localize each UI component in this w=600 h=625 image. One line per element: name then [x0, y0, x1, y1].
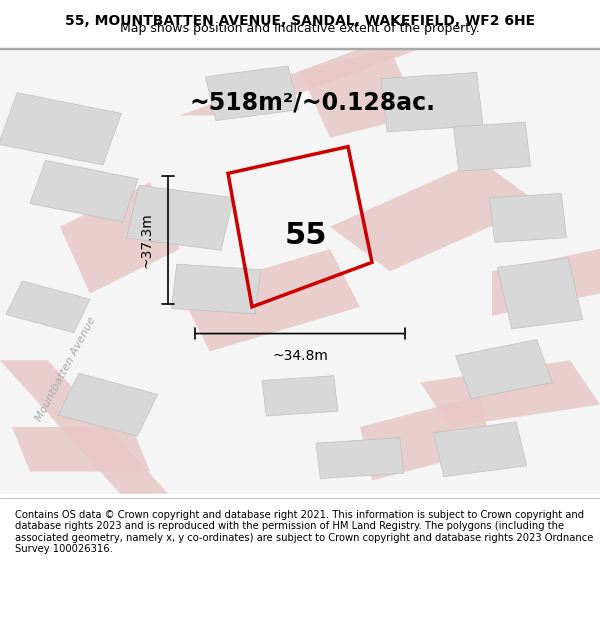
- Text: 55, MOUNTBATTEN AVENUE, SANDAL, WAKEFIELD, WF2 6HE: 55, MOUNTBATTEN AVENUE, SANDAL, WAKEFIEL…: [65, 14, 535, 28]
- Polygon shape: [490, 193, 566, 242]
- Polygon shape: [300, 49, 420, 138]
- Polygon shape: [172, 264, 260, 314]
- Polygon shape: [60, 182, 180, 294]
- Polygon shape: [262, 376, 338, 416]
- Polygon shape: [381, 72, 483, 132]
- Polygon shape: [58, 373, 158, 436]
- Polygon shape: [433, 422, 527, 477]
- Polygon shape: [360, 396, 492, 481]
- Polygon shape: [180, 49, 420, 116]
- Polygon shape: [455, 339, 553, 399]
- Polygon shape: [454, 122, 530, 171]
- Text: ~34.8m: ~34.8m: [272, 349, 328, 363]
- Polygon shape: [30, 161, 138, 222]
- Text: ~518m²/~0.128ac.: ~518m²/~0.128ac.: [189, 90, 435, 114]
- Text: Mountbatten Avenue: Mountbatten Avenue: [34, 315, 98, 423]
- Text: Contains OS data © Crown copyright and database right 2021. This information is : Contains OS data © Crown copyright and d…: [15, 509, 593, 554]
- Polygon shape: [180, 249, 360, 351]
- Polygon shape: [0, 360, 168, 494]
- Polygon shape: [420, 360, 600, 427]
- Text: ~37.3m: ~37.3m: [139, 213, 153, 268]
- Polygon shape: [492, 249, 600, 316]
- Polygon shape: [12, 427, 150, 471]
- Polygon shape: [497, 258, 583, 329]
- Polygon shape: [127, 186, 233, 251]
- Polygon shape: [0, 92, 121, 165]
- Polygon shape: [6, 281, 90, 332]
- Text: 55: 55: [285, 221, 327, 250]
- Polygon shape: [205, 66, 299, 121]
- Polygon shape: [316, 438, 404, 479]
- Polygon shape: [330, 160, 540, 271]
- Text: Map shows position and indicative extent of the property.: Map shows position and indicative extent…: [120, 22, 480, 35]
